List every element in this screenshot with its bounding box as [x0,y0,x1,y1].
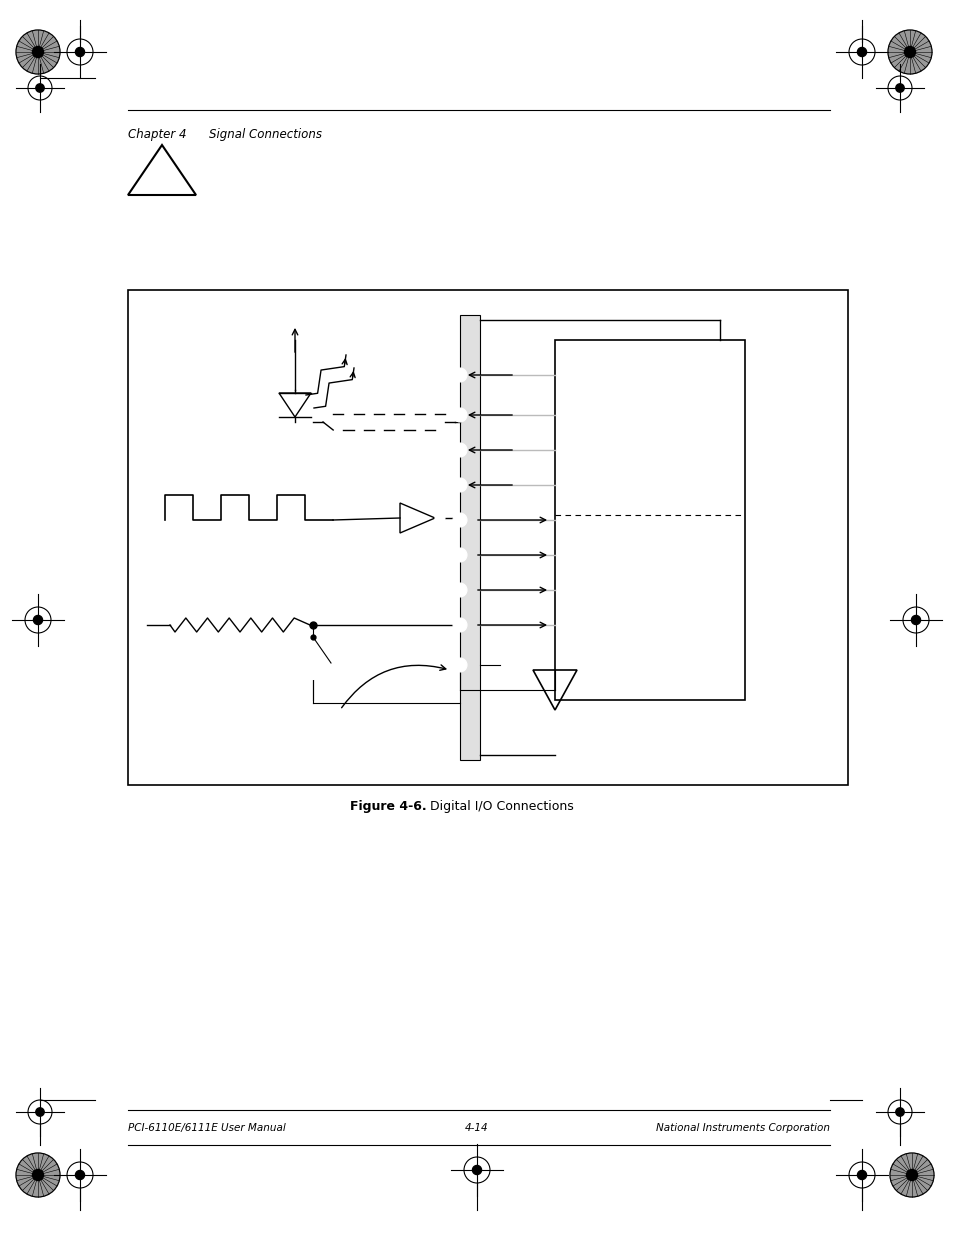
Circle shape [453,443,467,457]
Circle shape [16,1153,60,1197]
Circle shape [895,1108,903,1116]
Circle shape [32,1170,44,1181]
Bar [128,290,847,785]
Circle shape [453,658,467,672]
Circle shape [905,1170,917,1181]
Circle shape [887,30,931,74]
Bar [459,315,479,760]
Circle shape [453,368,467,382]
Circle shape [472,1166,481,1174]
Circle shape [910,615,920,625]
Circle shape [308,671,317,679]
Circle shape [453,583,467,597]
Text: Digital I/O Connections: Digital I/O Connections [421,800,573,813]
Text: National Instruments Corporation: National Instruments Corporation [656,1123,829,1132]
Circle shape [453,513,467,527]
FancyArrowPatch shape [341,664,445,708]
Circle shape [75,1171,85,1179]
Bar [555,340,744,700]
Circle shape [453,548,467,562]
Circle shape [435,513,444,522]
Circle shape [857,47,865,57]
Text: 4-14: 4-14 [465,1123,488,1132]
Text: PCI-6110E/6111E User Manual: PCI-6110E/6111E User Manual [128,1123,286,1132]
Text: Chapter 4      Signal Connections: Chapter 4 Signal Connections [128,128,322,141]
Circle shape [453,618,467,632]
Circle shape [33,615,43,625]
Circle shape [857,1171,865,1179]
Circle shape [453,478,467,492]
Circle shape [36,1108,44,1116]
Circle shape [903,47,915,58]
Circle shape [16,30,60,74]
Circle shape [36,84,44,93]
Text: Figure 4-6.: Figure 4-6. [350,800,426,813]
Circle shape [453,408,467,422]
Circle shape [895,84,903,93]
Circle shape [75,47,85,57]
Circle shape [32,47,44,58]
Circle shape [889,1153,933,1197]
